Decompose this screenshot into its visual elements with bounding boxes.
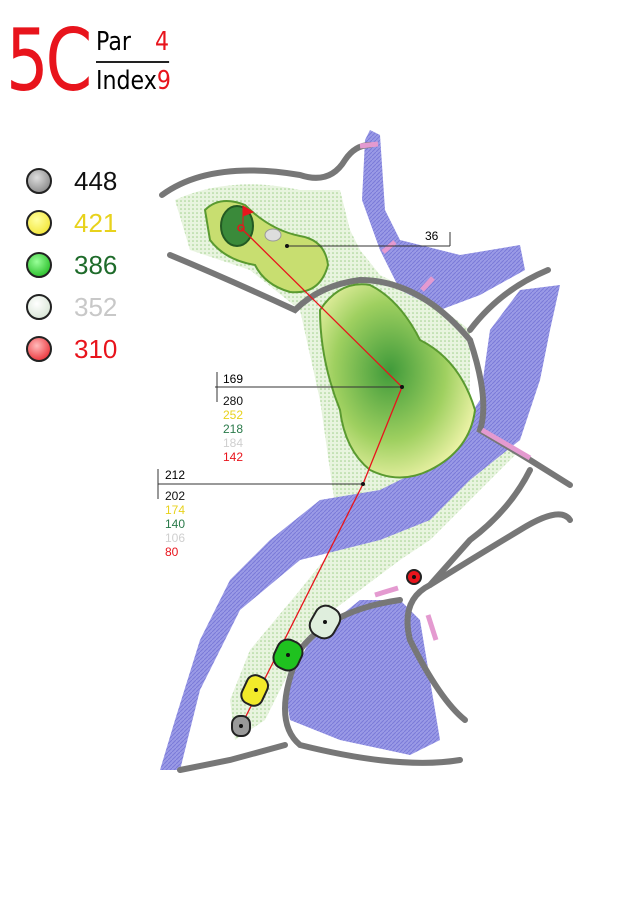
tee-yards: 448 — [74, 165, 118, 196]
hole-cup — [237, 224, 245, 232]
from-tee-distance: 106 — [165, 531, 185, 545]
tee-marker-icon — [26, 336, 52, 362]
from-tee-distance: 218 — [223, 422, 243, 436]
from-tee-distance: 252 — [223, 408, 243, 422]
legend-tee-black: 448 — [26, 160, 117, 202]
par-index-block: Par 4 Index 9 — [96, 26, 171, 97]
from-tee-distance: 202 — [165, 489, 185, 503]
legend-tee-yellow: 421 — [26, 202, 117, 244]
to-green-distance: 169 — [223, 372, 243, 386]
legend-tee-red: 310 — [26, 328, 117, 370]
putting-green — [220, 205, 254, 247]
legend-tee-white: 352 — [26, 286, 117, 328]
from-tee-distance: 280 — [223, 394, 243, 408]
hazard-distance: 36 — [425, 229, 439, 243]
tee-yards: 386 — [74, 249, 118, 280]
from-tee-distance: 184 — [223, 436, 243, 450]
fairway — [318, 283, 477, 479]
rough-area — [175, 184, 520, 740]
tee-yards: 352 — [74, 291, 118, 322]
measure-lines — [157, 232, 451, 499]
tee-marker-icon — [26, 252, 52, 278]
from-tee-distance: 174 — [165, 503, 185, 517]
par-label: Par — [96, 27, 131, 57]
tee-yards: 310 — [74, 333, 118, 364]
tee-marker-icon — [26, 294, 52, 320]
from-tee-distance: 142 — [223, 450, 243, 464]
tee-marker-icon — [26, 168, 52, 194]
tee-marker-icon — [26, 210, 52, 236]
cart-paths — [159, 142, 573, 773]
hole-number: 5C — [6, 11, 92, 111]
to-green-distance: 212 — [165, 468, 185, 482]
par-value: 4 — [155, 27, 170, 57]
index-value: 9 — [156, 66, 171, 96]
legend-tee-green: 386 — [26, 244, 117, 286]
water-river — [160, 285, 560, 770]
from-tee-distance: 140 — [165, 517, 185, 531]
index-label: Index — [96, 66, 157, 96]
divider — [96, 61, 170, 63]
water-stream — [362, 130, 525, 310]
from-tee-distance: 80 — [165, 545, 179, 559]
bunker — [264, 228, 282, 242]
tee-legend: 448 421 386 352 310 — [26, 160, 117, 370]
tee-yards: 421 — [74, 207, 118, 238]
flag-icon — [242, 205, 255, 226]
bridges — [359, 141, 532, 641]
play-line — [240, 227, 403, 727]
